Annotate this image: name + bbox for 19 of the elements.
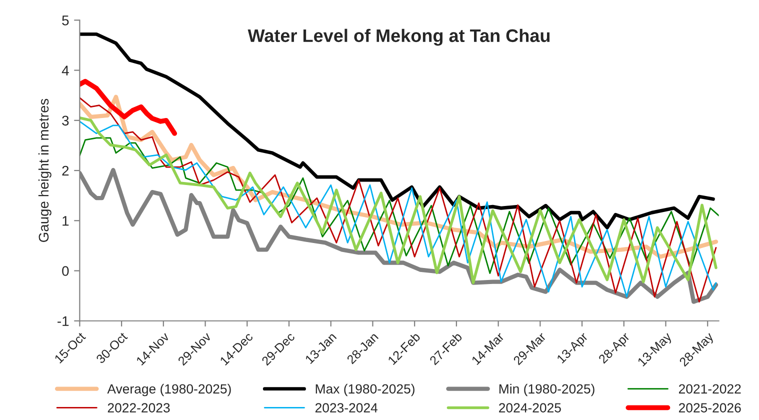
y-tick-label: 0 xyxy=(62,266,69,276)
y-axis-title: Gauge height in metres xyxy=(38,98,52,242)
y-tick-label: 3 xyxy=(62,116,69,126)
legend-label: Min (1980-2025) xyxy=(499,384,594,396)
legend-label: Average (1980-2025) xyxy=(107,384,231,396)
line-series xyxy=(80,78,178,136)
legend-label: 2022-2023 xyxy=(108,403,170,412)
chart-title: Water Level of Mekong at Tan Chau xyxy=(248,28,550,46)
legend-label: 2024-2025 xyxy=(499,403,561,412)
legend-label: 2025-2026 xyxy=(678,403,741,412)
legend-label: Max (1980-2025) xyxy=(316,384,414,396)
y-tick-label: 5 xyxy=(62,16,69,26)
line-series xyxy=(80,137,719,274)
legend-label: 2023-2024 xyxy=(315,403,378,412)
legend-label: 2021-2022 xyxy=(678,384,741,394)
y-tick-label: 1 xyxy=(62,216,69,226)
y-tick-label: -1 xyxy=(58,316,69,326)
y-tick-label: 4 xyxy=(62,66,69,76)
y-tick-label: 2 xyxy=(62,166,69,176)
